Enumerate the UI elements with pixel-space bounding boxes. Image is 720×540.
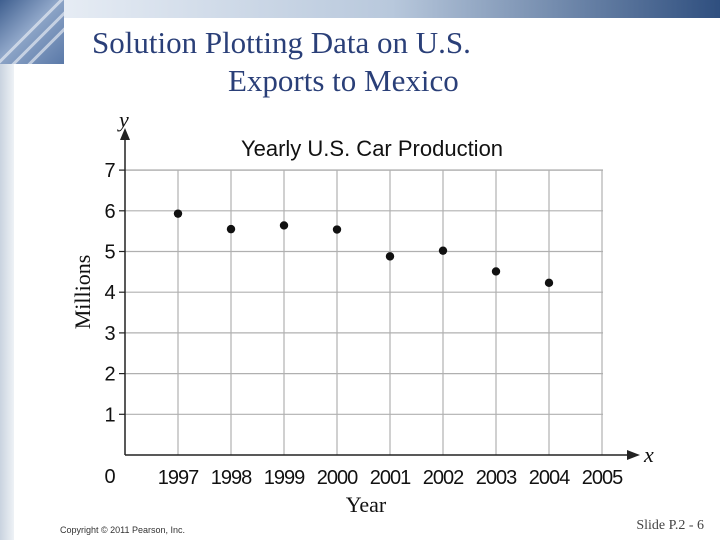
x-axis-arrow (627, 450, 640, 460)
y-tick-label: 5 (104, 242, 115, 264)
chart-grid (125, 169, 603, 455)
x-tick-label: 2001 (370, 467, 411, 489)
y-tick-label: 4 (104, 282, 115, 304)
slide-title: Solution Plotting Data on U.S. Exports t… (60, 24, 620, 100)
top-banner (64, 0, 720, 18)
x-axis-label: Year (346, 492, 387, 517)
x-tick-label: 1999 (264, 467, 305, 489)
chart-title: Yearly U.S. Car Production (241, 136, 503, 161)
slide-number: Slide P.2 - 6 (636, 518, 704, 533)
x-tick-label: 2005 (582, 467, 623, 489)
copyright-text: Copyright © 2011 Pearson, Inc. (60, 525, 186, 535)
left-banner (0, 64, 14, 540)
chart-points (173, 209, 554, 288)
data-point (226, 224, 236, 234)
x-tick-label: 1998 (211, 467, 252, 489)
chart-tick-labels: 1 2 3 4 5 6 7 1997 1998 1999 2000 2001 2002 2003 2004 2… (104, 160, 624, 489)
data-point (279, 221, 289, 230)
origin-label: 0 (104, 466, 115, 488)
chart-axes (119, 128, 640, 460)
y-tick-label: 1 (104, 404, 115, 426)
y-tick-label: 3 (104, 323, 115, 345)
x-tick-label: 2000 (317, 467, 358, 489)
data-point (173, 209, 183, 218)
data-point (385, 252, 395, 261)
y-tick-label: 7 (104, 160, 115, 182)
data-point (438, 246, 448, 255)
y-axis-arrow (120, 128, 130, 140)
data-point (332, 225, 342, 234)
x-tick-label: 2004 (529, 467, 570, 489)
x-tick-label: 2002 (423, 467, 464, 489)
y-axis-label: Millions (70, 255, 95, 330)
slide-title-line-2: Exports to Mexico (228, 63, 459, 98)
data-point (491, 267, 501, 276)
y-tick-label: 2 (104, 364, 115, 386)
x-axis-letter: x (643, 442, 654, 467)
corner-decoration (0, 0, 64, 64)
data-point (544, 278, 554, 288)
x-tick-label: 1997 (158, 467, 199, 489)
x-tick-label: 2003 (476, 467, 517, 489)
y-tick-label: 6 (104, 201, 115, 223)
y-axis-letter: y (117, 107, 129, 132)
slide-title-line-1: Solution Plotting Data on U.S. (92, 25, 471, 60)
